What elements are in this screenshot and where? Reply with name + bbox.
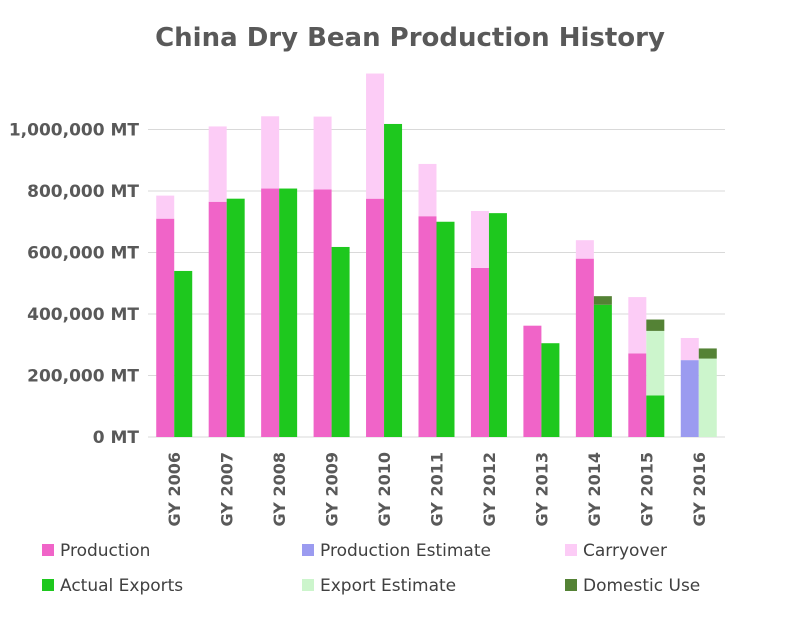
bar-domestic-use-gy-2015 (646, 319, 665, 331)
bar-carryover-gy-2007 (208, 126, 227, 202)
bar-production-gy-2009 (313, 189, 332, 437)
y-tick-label: 200,000 MT (27, 367, 139, 387)
legend-item-production-estimate: Production Estimate (302, 541, 491, 561)
bar-production-gy-2011 (418, 216, 437, 437)
chart-title: China Dry Bean Production History (155, 23, 665, 53)
bar-carryover-gy-2008 (261, 116, 280, 189)
y-axis: 0 MT 200,000 MT 400,000 MT 600,000 MT 800,00… (9, 121, 140, 449)
y-tick-label: 400,000 MT (27, 305, 139, 325)
x-tick-label: GY 2010 (375, 452, 394, 526)
bar-carryover-gy-2012 (470, 210, 489, 268)
legend-label: Actual Exports (60, 576, 183, 596)
legend-label: Production Estimate (320, 541, 491, 561)
bar-carryover-gy-2014 (575, 240, 594, 259)
bar-production-gy-2006 (156, 218, 175, 437)
legend-swatch (565, 579, 577, 591)
x-tick-label: GY 2007 (218, 452, 237, 526)
bar-production-gy-2014 (575, 258, 594, 437)
bar-actual-exports-gy-2011 (436, 221, 455, 437)
legend-item-production: Production (42, 541, 150, 561)
x-tick-label: GY 2011 (428, 452, 447, 526)
x-tick-label: GY 2015 (637, 452, 656, 526)
legend-label: Domestic Use (583, 576, 700, 596)
bar-actual-exports-gy-2013 (541, 343, 560, 437)
legend-label: Production (60, 541, 150, 561)
bar-actual-exports-gy-2012 (488, 213, 507, 437)
bar-actual-exports-gy-2006 (174, 270, 193, 437)
bar-domestic-use-gy-2016 (698, 348, 717, 359)
y-tick-label: 600,000 MT (27, 244, 139, 264)
bar-export-estimate-gy-2015 (646, 330, 665, 396)
bar-carryover-gy-2016 (680, 337, 699, 361)
bar-export-estimate-gy-2016 (698, 358, 717, 437)
x-tick-label: GY 2014 (585, 452, 604, 526)
bar-production-gy-2012 (470, 267, 489, 437)
bars (156, 73, 717, 437)
legend-item-export-estimate: Export Estimate (302, 576, 456, 596)
legend-label: Export Estimate (320, 576, 456, 596)
y-tick-label: 800,000 MT (27, 182, 139, 202)
x-axis: GY 2006 GY 2007 GY 2008 GY 2009 GY 2010 GY 20… (165, 452, 709, 526)
bar-production-gy-2013 (523, 325, 542, 437)
bar-carryover-gy-2010 (366, 73, 385, 199)
x-tick-label: GY 2013 (532, 452, 551, 526)
legend-label: Carryover (583, 541, 667, 561)
y-tick-label: 0 MT (93, 428, 140, 448)
legend-item-domestic-use: Domestic Use (565, 576, 700, 596)
x-tick-label: GY 2008 (270, 452, 289, 526)
legend-item-carryover: Carryover (565, 541, 667, 561)
x-tick-label: GY 2006 (165, 452, 184, 526)
bar-actual-exports-gy-2010 (384, 123, 403, 437)
bar-production-gy-2007 (208, 201, 227, 437)
bar-actual-exports-gy-2015 (646, 395, 665, 437)
x-tick-label: GY 2012 (480, 452, 499, 526)
x-tick-label: GY 2016 (690, 452, 709, 526)
legend-swatch (302, 579, 314, 591)
legend-swatch (42, 544, 54, 556)
legend-swatch (302, 544, 314, 556)
legend-item-actual-exports: Actual Exports (42, 576, 183, 596)
bar-production-gy-2008 (261, 188, 280, 437)
x-tick-label: GY 2009 (323, 452, 342, 526)
bar-domestic-use-gy-2014 (593, 296, 612, 305)
legend-swatch (565, 544, 577, 556)
bar-carryover-gy-2011 (418, 163, 437, 217)
bar-production-gy-2015 (628, 353, 647, 437)
legend: Production Production Estimate Carryover Ac… (42, 541, 700, 596)
bar-actual-exports-gy-2007 (226, 198, 245, 437)
bar-carryover-gy-2015 (628, 297, 647, 354)
y-tick-label: 1,000,000 MT (9, 121, 140, 141)
bar-actual-exports-gy-2014 (593, 304, 612, 437)
bar-carryover-gy-2009 (313, 116, 332, 190)
bar-actual-exports-gy-2008 (279, 188, 298, 437)
bar-production-estimate-gy-2016 (680, 360, 699, 437)
bar-actual-exports-gy-2009 (331, 246, 350, 437)
bar-carryover-gy-2006 (156, 195, 175, 219)
legend-swatch (42, 579, 54, 591)
bar-production-gy-2010 (366, 198, 385, 437)
